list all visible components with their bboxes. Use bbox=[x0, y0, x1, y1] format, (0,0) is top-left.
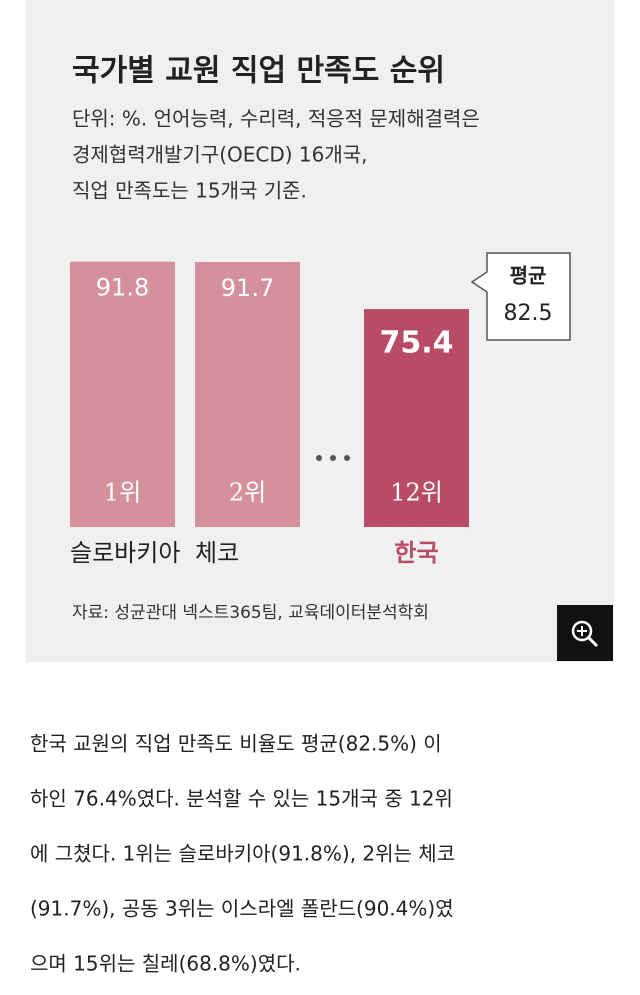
chart-title: 국가별 교원 직업 만족도 순위 bbox=[72, 54, 445, 89]
zoom-icon[interactable] bbox=[571, 620, 593, 642]
rank-label: 12위 bbox=[390, 479, 443, 507]
average-label: 평균 bbox=[510, 264, 547, 288]
article-line: (91.7%), 공동 3위는 이스라엘 폴란드(90.4%)였 bbox=[30, 897, 454, 921]
value-label: 75.4 bbox=[379, 326, 453, 361]
category-label: 슬로바키아 bbox=[70, 539, 180, 567]
rank-label: 2위 bbox=[229, 479, 266, 507]
article-line: 하인 76.4%였다. 분석할 수 있는 15개국 중 12위 bbox=[30, 787, 453, 811]
value-label: 91.8 bbox=[96, 274, 149, 302]
category-label: 체코 bbox=[195, 539, 239, 567]
subtitle: 단위: %. 언어능력, 수리력, 적응적 문제해결력은 bbox=[72, 107, 480, 131]
subtitle: 직업 만족도는 15개국 기준. bbox=[72, 179, 307, 203]
ellipsis-dot bbox=[316, 455, 322, 461]
bar bbox=[195, 261, 300, 527]
rank-label: 1위 bbox=[104, 479, 141, 507]
source: 자료: 성균관대 넥스트365팀, 교육데이터분석학회 bbox=[72, 603, 429, 623]
bar bbox=[364, 309, 469, 527]
ellipsis-dot bbox=[330, 455, 336, 461]
zoom-icon[interactable] bbox=[587, 636, 599, 648]
category-label: 한국 bbox=[394, 539, 438, 567]
average-callout bbox=[470, 252, 571, 341]
average-value: 82.5 bbox=[504, 301, 553, 326]
article-line: 한국 교원의 직업 만족도 비율도 평균(82.5%) 이 bbox=[30, 732, 442, 756]
zoom-button-bg[interactable] bbox=[557, 605, 613, 661]
zoom-button[interactable] bbox=[557, 605, 613, 661]
article-line: 에 그쳤다. 1위는 슬로바키아(91.8%), 2위는 체코 bbox=[30, 842, 455, 866]
article-line: 으며 15위는 칠레(68.8%)였다. bbox=[30, 952, 301, 976]
value-label: 91.7 bbox=[221, 274, 274, 302]
ellipsis-dot bbox=[344, 455, 350, 461]
subtitle: 경제협력개발기구(OECD) 16개국, bbox=[72, 143, 368, 167]
bar bbox=[70, 261, 175, 527]
